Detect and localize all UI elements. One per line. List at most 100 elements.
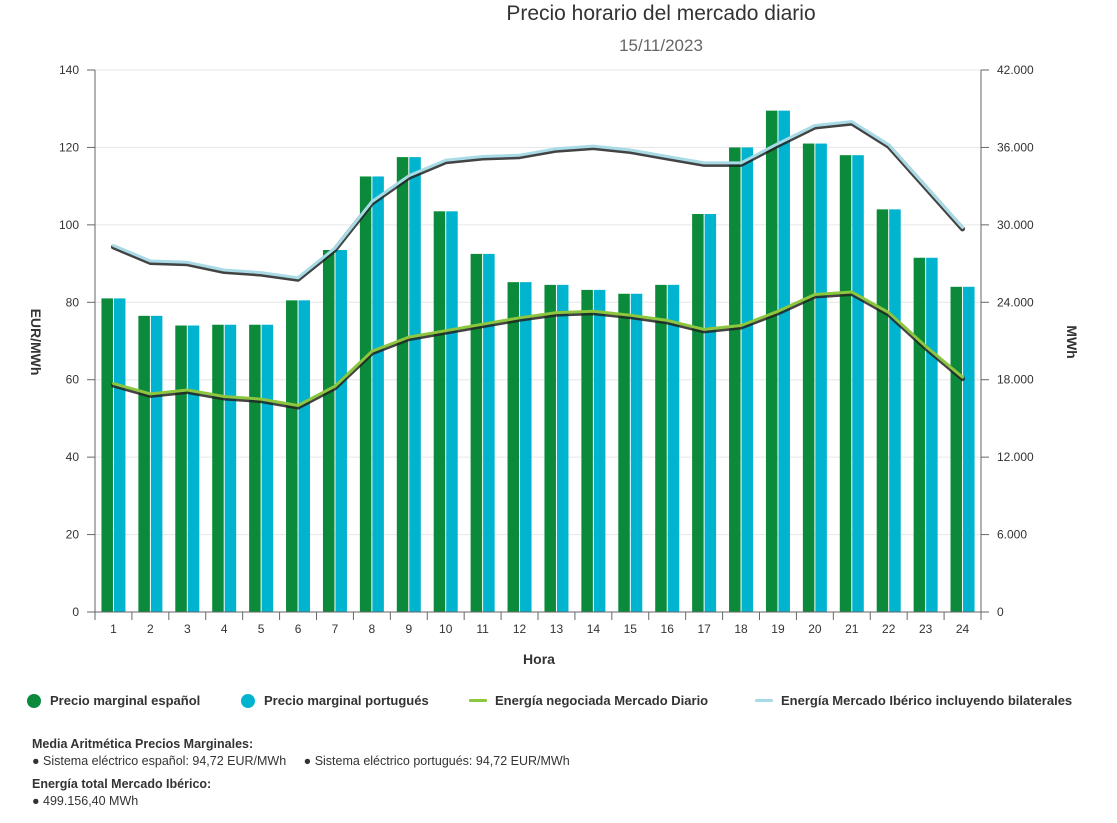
bar-es <box>765 110 778 613</box>
bar-es <box>396 157 409 612</box>
bar-es <box>876 209 889 612</box>
bar-pt <box>113 298 126 612</box>
bar-es <box>322 250 335 612</box>
chart: Precio horario del mercado diario 15/11/… <box>28 2 1080 667</box>
legend-line-energy-iberico <box>755 699 773 702</box>
x-tick-label: 10 <box>439 622 453 636</box>
bar-es <box>138 315 150 612</box>
x-tick-label: 6 <box>295 622 302 636</box>
x-tick-label: 2 <box>147 622 154 636</box>
bar-es <box>802 143 815 613</box>
bar-es <box>212 324 224 612</box>
bars <box>101 110 975 613</box>
y-left-tick-label: 20 <box>66 528 80 542</box>
bar-es <box>286 300 298 612</box>
bar-es <box>101 298 113 612</box>
bar-pt <box>372 176 384 612</box>
x-tick-label: 24 <box>956 622 970 636</box>
x-tick-label: 20 <box>808 622 822 636</box>
x-tick-label: 1 <box>110 622 117 636</box>
bar-es <box>950 286 963 612</box>
legend-item-energy-md[interactable]: Energía negociada Mercado Diario <box>469 693 708 708</box>
bar-pt <box>187 325 200 612</box>
x-tick-label: 17 <box>697 622 711 636</box>
x-tick-label: 9 <box>405 622 412 636</box>
x-tick-label: 16 <box>661 622 675 636</box>
x-tick-label: 19 <box>771 622 785 636</box>
bar-es <box>692 214 704 612</box>
legend-label-energy-iberico: Energía Mercado Ibérico incluyendo bilat… <box>781 693 1073 708</box>
series-line-energy-iberico-shadow <box>111 120 965 282</box>
lines <box>111 120 965 410</box>
legend-item-pt[interactable]: Precio marginal portugués <box>241 693 429 708</box>
legend-dot-pt <box>241 693 255 708</box>
x-tick-label: 18 <box>734 622 748 636</box>
bar-pt <box>815 143 827 613</box>
bar-es <box>581 289 593 612</box>
chart-title: Precio horario del mercado diario <box>506 2 815 25</box>
bar-es <box>175 325 187 612</box>
bar-pt <box>593 289 606 612</box>
axes: 02040608010012014006.00012.00018.00024.0… <box>59 63 1034 636</box>
y-right-tick-label: 36.000 <box>997 140 1034 154</box>
x-tick-label: 3 <box>184 622 191 636</box>
bar-pt <box>298 300 311 612</box>
chart-subtitle: 15/11/2023 <box>619 36 703 55</box>
y-left-tick-label: 0 <box>72 605 79 619</box>
x-tick-label: 14 <box>587 622 601 636</box>
bar-pt <box>409 157 421 612</box>
y-right-tick-label: 18.000 <box>997 373 1034 387</box>
y-axis-right-label: MWh <box>1064 325 1080 358</box>
summary: Media Aritmética Precios Marginales: ● S… <box>32 736 584 810</box>
x-tick-label: 23 <box>919 622 933 636</box>
bar-es <box>839 155 852 612</box>
legend-item-energy-iberico[interactable]: Energía Mercado Ibérico incluyendo bilat… <box>755 693 1072 708</box>
bar-pt <box>335 250 347 612</box>
energy-value: ● 499.156,40 MWh <box>32 794 139 808</box>
series-line-energy-md <box>112 290 964 407</box>
y-right-tick-label: 30.000 <box>997 218 1034 232</box>
bar-es <box>729 147 741 612</box>
bar-es <box>913 257 926 612</box>
bar-pt <box>704 214 717 612</box>
x-tick-label: 15 <box>624 622 638 636</box>
legend-item-es[interactable]: Precio marginal español <box>27 693 200 708</box>
x-axis-label: Hora <box>523 651 555 667</box>
bar-pt <box>261 324 274 612</box>
y-left-tick-label: 140 <box>59 63 79 77</box>
legend-label-pt: Precio marginal portugués <box>264 693 429 708</box>
bar-es <box>249 324 261 612</box>
x-tick-label: 21 <box>845 622 859 636</box>
legend-line-energy-md <box>469 699 487 702</box>
bar-es <box>433 211 446 613</box>
x-tick-label: 5 <box>258 622 265 636</box>
bar-pt <box>667 284 680 612</box>
bar-pt <box>556 284 569 612</box>
avg-values-row: ● Sistema eléctrico español: 94,72 EUR/M… <box>32 753 584 770</box>
y-right-tick-label: 0 <box>997 605 1004 619</box>
y-left-tick-label: 100 <box>59 218 79 232</box>
legend-dot-es <box>27 693 41 708</box>
series-line-energy-iberico <box>112 120 964 280</box>
avg-pt: ● Sistema eléctrico portugués: 94,72 EUR… <box>303 754 570 768</box>
y-right-tick-label: 42.000 <box>997 63 1034 77</box>
bar-pt <box>630 293 643 612</box>
x-tick-label: 12 <box>513 622 527 636</box>
x-tick-label: 4 <box>221 622 228 636</box>
bar-pt <box>852 155 864 612</box>
y-left-tick-label: 120 <box>59 140 79 154</box>
bar-pt <box>483 253 495 612</box>
bar-es <box>507 282 520 612</box>
bar-pt <box>926 257 938 612</box>
bar-pt <box>963 286 975 612</box>
y-left-tick-label: 60 <box>66 373 80 387</box>
legend: Precio marginal español Precio marginal … <box>0 693 1117 715</box>
bar-es <box>470 253 483 612</box>
bar-pt <box>150 315 163 612</box>
y-left-tick-label: 80 <box>66 295 80 309</box>
series-line-energy-md-shadow <box>111 291 965 410</box>
y-axis-left-label: EUR/MWh <box>28 309 44 376</box>
bar-pt <box>889 209 901 612</box>
x-tick-label: 8 <box>369 622 376 636</box>
bar-pt <box>778 110 790 613</box>
